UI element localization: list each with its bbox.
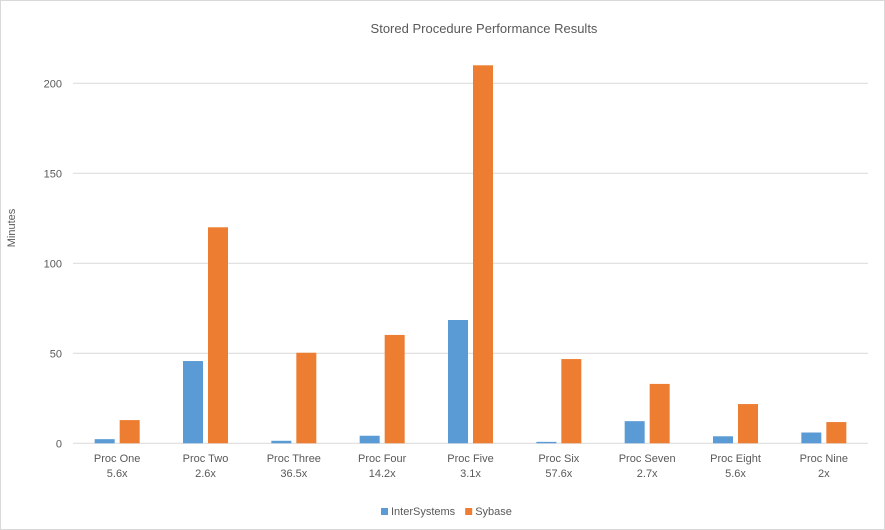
bar-intersystems-6 <box>536 441 557 444</box>
legend-label-intersystems: InterSystems <box>391 506 456 518</box>
x-tick-label: Proc Eight <box>710 453 761 465</box>
x-tick-label: Proc Nine <box>800 453 848 465</box>
x-tick-label: Proc Three <box>267 453 321 465</box>
x-tick-ratio-label: 36.5x <box>280 468 307 480</box>
y-tick-label: 150 <box>44 168 62 180</box>
bar-intersystems-3 <box>271 440 292 444</box>
bar-sybase-7 <box>649 383 670 444</box>
y-axis-label: Minutes <box>6 208 18 247</box>
bar-intersystems-1 <box>94 439 115 444</box>
legend-swatch-intersystems <box>381 508 388 515</box>
bar-intersystems-7 <box>624 421 645 444</box>
bar-sybase-4 <box>384 334 405 444</box>
bar-sybase-3 <box>296 352 317 444</box>
x-tick-label: Proc Six <box>538 453 579 465</box>
x-tick-label: Proc Five <box>447 453 493 465</box>
chart-title: Stored Procedure Performance Results <box>371 21 598 36</box>
x-tick-ratio-label: 2x <box>818 468 830 480</box>
x-tick-ratio-label: 2.7x <box>637 468 658 480</box>
bar-intersystems-5 <box>448 320 468 444</box>
x-tick-ratio-label: 5.6x <box>107 468 128 480</box>
y-tick-label: 100 <box>44 258 62 270</box>
x-tick-label: Proc One <box>94 453 140 465</box>
bar-sybase-1 <box>119 420 140 444</box>
x-tick-ratio-label: 14.2x <box>369 468 396 480</box>
x-tick-ratio-label: 57.6x <box>545 468 572 480</box>
legend-label-sybase: Sybase <box>475 506 512 518</box>
x-tick-ratio-label: 3.1x <box>460 468 481 480</box>
bar-intersystems-9 <box>801 432 822 444</box>
x-tick-label: Proc Four <box>358 453 407 465</box>
y-tick-label: 200 <box>44 78 62 90</box>
x-tick-label: Proc Two <box>183 453 229 465</box>
bar-intersystems-2 <box>183 361 203 444</box>
bar-intersystems-4 <box>359 435 380 444</box>
bar-sybase-9 <box>826 422 847 444</box>
x-tick-ratio-label: 2.6x <box>195 468 216 480</box>
y-tick-label: 50 <box>50 348 62 360</box>
bar-sybase-6 <box>561 359 582 444</box>
bar-intersystems-8 <box>713 436 733 444</box>
y-tick-label: 0 <box>56 438 62 450</box>
x-tick-ratio-label: 5.6x <box>725 468 746 480</box>
bar-sybase-2 <box>208 227 228 444</box>
legend-swatch-sybase <box>465 508 473 515</box>
bar-sybase-5 <box>473 65 493 444</box>
x-tick-label: Proc Seven <box>619 453 676 465</box>
bar-sybase-8 <box>738 404 758 444</box>
